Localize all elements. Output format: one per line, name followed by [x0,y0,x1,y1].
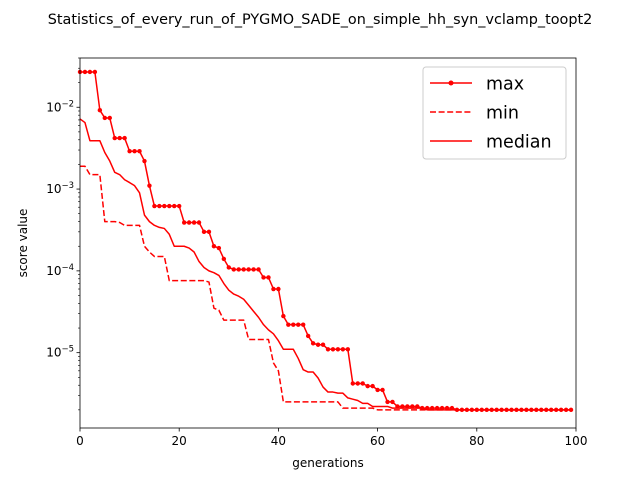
data-point-max [315,342,321,347]
data-point-max [87,69,93,75]
data-point-max [231,267,236,272]
y-tick-label: 10−5 [46,345,74,360]
data-point-max [191,220,197,225]
legend-label-max: max [486,75,524,95]
data-point-max [261,275,266,280]
data-point-max [340,347,346,352]
data-point-max [112,135,117,141]
data-point-max [97,108,103,113]
data-point-max [301,322,306,327]
y-tick-label: 10−3 [46,181,74,196]
data-point-max [251,267,256,272]
data-point-max [162,203,167,209]
data-point-max [241,267,246,272]
data-point-max [276,286,281,292]
data-point-max [172,203,177,209]
data-point-max [201,229,207,235]
x-tick-label: 80 [469,434,484,448]
data-point-max [335,347,341,352]
data-point-max [266,275,271,280]
data-point-max [147,183,152,188]
data-point-max [390,399,395,405]
data-point-max [142,158,147,164]
data-point-max [152,203,157,209]
data-point-max [385,399,390,405]
data-point-max [370,383,375,389]
data-point-max [102,115,108,121]
data-point-max [206,229,212,235]
x-tick-label: 40 [271,434,286,448]
x-axis-label: generations [292,456,364,470]
data-point-max [310,341,316,346]
data-point-max [325,347,331,352]
data-point-max [375,387,380,393]
legend: max min median [422,66,567,160]
data-point-max [256,267,261,272]
data-point-max [246,267,251,272]
data-point-max [122,135,127,141]
plot-frame [79,57,577,429]
data-point-max [360,381,365,386]
data-point-max [345,347,351,352]
data-point-max [296,322,301,327]
x-axis: 0 20 40 60 80 100 [76,428,587,448]
data-point-max [157,203,162,209]
data-point-max [82,69,88,75]
y-axis: 10−5 10−4 10−3 10−2 [46,57,80,411]
data-point-max [117,135,122,141]
legend-marker-max [448,80,454,86]
data-point-max [320,342,326,347]
data-point-max [330,347,336,352]
data-point-max [380,387,385,393]
x-tick-label: 0 [76,434,84,448]
data-point-max [281,313,286,319]
data-point-max [236,267,241,272]
data-point-max [221,256,227,262]
legend-box [422,66,567,160]
series-layer [77,69,574,413]
data-point-max [365,383,370,389]
data-point-max [186,220,192,225]
data-point-max [271,286,276,292]
y-axis-label: score value [16,209,30,278]
data-point-max [137,149,142,154]
data-point-max [127,149,132,154]
data-point-max [196,220,202,225]
y-tick-label: 10−2 [46,99,74,114]
data-point-max [355,381,360,386]
data-point-max [107,115,112,121]
data-point-max [92,69,98,75]
x-tick-label: 60 [370,434,385,448]
y-tick-label: 10−4 [46,263,74,278]
x-tick-label: 100 [565,434,588,448]
data-point-max [226,265,231,270]
data-point-max [132,149,137,154]
data-point-max [291,322,296,327]
data-point-max [167,203,172,209]
data-point-max [305,333,311,339]
chart-title: Statistics_of_every_run_of_PYGMO_SADE_on… [48,12,593,28]
data-point-max [177,203,182,209]
data-point-max [211,244,217,249]
series-line-median [79,118,572,411]
legend-label-median: median [486,133,552,153]
data-point-max [350,381,355,386]
data-point-max [181,220,187,225]
legend-label-min: min [486,104,519,124]
data-point-max [216,245,222,251]
x-tick-label: 20 [172,434,187,448]
data-point-max [286,322,291,327]
